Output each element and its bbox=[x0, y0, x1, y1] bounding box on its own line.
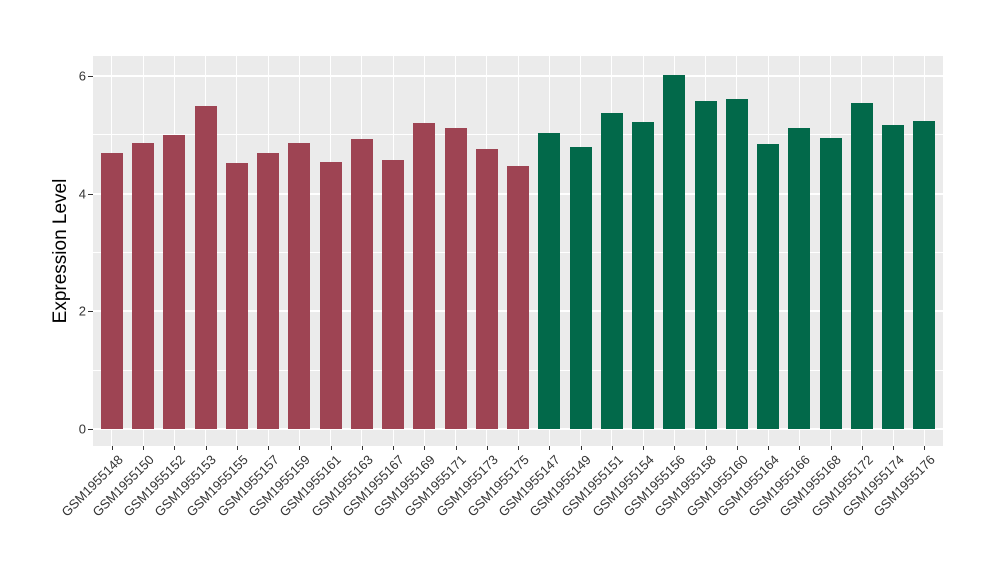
bar bbox=[694, 100, 717, 429]
x-tick bbox=[768, 446, 769, 450]
x-tick bbox=[393, 446, 394, 450]
bar bbox=[225, 163, 248, 429]
bar bbox=[538, 133, 561, 429]
bar bbox=[100, 153, 123, 429]
x-tick bbox=[580, 446, 582, 450]
bar bbox=[288, 143, 311, 429]
x-tick bbox=[924, 446, 926, 450]
bar bbox=[632, 122, 654, 429]
y-tick bbox=[88, 193, 93, 195]
x-tick bbox=[330, 446, 332, 450]
y-tick bbox=[88, 429, 93, 430]
bar bbox=[475, 148, 498, 429]
y-tick-label: 2 bbox=[78, 303, 86, 319]
x-tick bbox=[111, 446, 113, 450]
x-tick bbox=[174, 446, 176, 450]
bar bbox=[725, 99, 748, 429]
x-tick bbox=[893, 446, 894, 450]
bar bbox=[819, 138, 842, 429]
x-tick bbox=[799, 446, 801, 450]
x-tick bbox=[268, 446, 269, 450]
x-tick bbox=[518, 446, 519, 450]
bar bbox=[194, 105, 217, 429]
y-tick bbox=[88, 75, 93, 77]
bar bbox=[163, 135, 186, 429]
x-tick bbox=[424, 446, 426, 450]
bar bbox=[663, 74, 686, 429]
x-tick bbox=[643, 446, 644, 450]
bar bbox=[257, 152, 279, 429]
bar bbox=[444, 127, 467, 429]
x-tick bbox=[143, 446, 144, 450]
x-tick bbox=[736, 446, 738, 450]
x-tick bbox=[299, 446, 301, 450]
x-tick bbox=[861, 446, 863, 450]
bar bbox=[788, 127, 811, 429]
bar bbox=[757, 144, 779, 429]
x-tick bbox=[549, 446, 551, 450]
bar bbox=[507, 165, 529, 429]
bar bbox=[319, 162, 342, 429]
x-tick bbox=[830, 446, 832, 450]
x-tick bbox=[611, 446, 613, 450]
bar bbox=[413, 122, 436, 429]
bar bbox=[882, 125, 904, 429]
y-tick-label: 0 bbox=[78, 421, 86, 437]
plot-panel bbox=[93, 56, 943, 446]
y-tick bbox=[88, 311, 93, 313]
bar bbox=[913, 120, 936, 429]
y-axis-title: Expression Level bbox=[50, 178, 71, 324]
x-tick bbox=[455, 446, 457, 450]
bar bbox=[850, 102, 873, 429]
bar bbox=[382, 159, 404, 429]
bar bbox=[600, 112, 623, 429]
x-tick bbox=[705, 446, 707, 450]
bar bbox=[350, 139, 373, 429]
y-tick-label: 6 bbox=[78, 68, 86, 84]
y-tick-label: 4 bbox=[78, 186, 86, 202]
bar bbox=[569, 147, 592, 429]
x-tick bbox=[486, 446, 488, 450]
x-tick bbox=[674, 446, 676, 450]
bar bbox=[132, 142, 154, 429]
x-tick bbox=[205, 446, 207, 450]
x-tick bbox=[236, 446, 238, 450]
x-tick bbox=[361, 446, 363, 450]
